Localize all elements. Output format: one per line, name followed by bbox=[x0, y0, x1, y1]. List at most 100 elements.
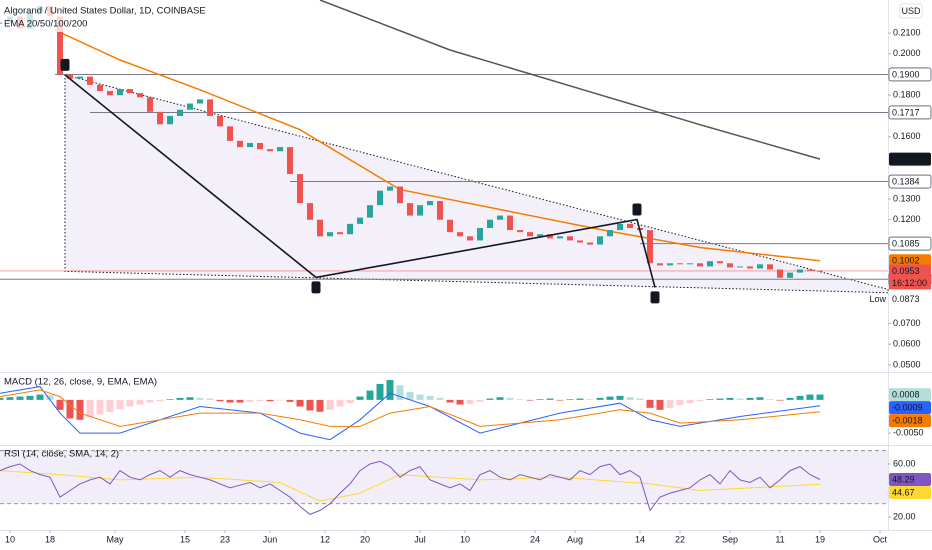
candle bbox=[377, 190, 383, 206]
candle bbox=[107, 91, 113, 96]
macd-histogram-bar bbox=[246, 399, 254, 402]
macd-histogram-bar bbox=[176, 397, 184, 400]
macd-histogram-bar bbox=[786, 397, 794, 400]
macd-histogram-bar bbox=[116, 399, 124, 410]
macd-line bbox=[0, 389, 821, 427]
x-tick-label: 10 bbox=[5, 534, 15, 544]
candle bbox=[307, 203, 313, 220]
macd-histogram-bar bbox=[306, 399, 314, 411]
pattern-point-box bbox=[650, 291, 660, 304]
candle bbox=[567, 236, 573, 241]
macd-histogram-bar bbox=[756, 397, 764, 400]
axis-badge-label: 44.67 bbox=[892, 487, 915, 497]
candle bbox=[97, 84, 103, 92]
macd-histogram-bar bbox=[686, 399, 694, 404]
candle bbox=[587, 242, 593, 245]
macd-histogram-bar bbox=[576, 398, 584, 400]
currency: USD bbox=[901, 6, 921, 16]
currency-box[interactable] bbox=[899, 3, 923, 19]
macd-histogram-bar bbox=[556, 399, 564, 401]
candle bbox=[357, 217, 363, 224]
candle bbox=[607, 230, 613, 237]
candle bbox=[797, 269, 803, 273]
pattern-point-label: A bbox=[62, 60, 68, 70]
candle bbox=[507, 215, 513, 231]
macd-histogram-bar bbox=[266, 399, 274, 402]
macd-histogram-bar bbox=[36, 394, 44, 400]
x-tick-label: May bbox=[106, 534, 124, 544]
macd-histogram-bar bbox=[646, 399, 654, 408]
macd-histogram-bar bbox=[636, 398, 644, 400]
y-tick-label: 0.2100 bbox=[893, 27, 921, 37]
x-tick-label: 20 bbox=[360, 534, 370, 544]
macd-histogram-bar bbox=[156, 399, 164, 402]
macd-histogram-bar bbox=[746, 397, 754, 400]
axis-badge-label: -0.0018 bbox=[892, 415, 923, 425]
macd-histogram-bar bbox=[426, 395, 434, 400]
x-tick-label: 14 bbox=[635, 534, 645, 544]
candle bbox=[627, 223, 633, 229]
macd-histogram-bar bbox=[96, 399, 104, 415]
candle bbox=[397, 186, 403, 204]
macd-histogram-bar bbox=[196, 397, 204, 400]
x-tick-label: 12 bbox=[320, 534, 330, 544]
macd-histogram-bar bbox=[146, 399, 154, 403]
macd-histogram-bar bbox=[386, 379, 394, 400]
macd-histogram-bar bbox=[186, 397, 194, 400]
axis-badge bbox=[888, 67, 932, 82]
macd-histogram-bar bbox=[486, 398, 494, 400]
x-tick-label: Jul bbox=[414, 534, 426, 544]
candle bbox=[487, 219, 493, 229]
pattern-line bbox=[64, 74, 656, 288]
candle bbox=[167, 115, 173, 125]
candle bbox=[447, 219, 453, 233]
candle bbox=[337, 232, 343, 235]
y-tick-label: 0.1800 bbox=[893, 90, 921, 100]
axis-badge-label: 0.1492 bbox=[892, 154, 920, 164]
candle bbox=[467, 236, 473, 241]
macd-histogram-bar bbox=[466, 399, 474, 404]
macd-histogram-bar bbox=[206, 398, 214, 400]
candle bbox=[667, 263, 673, 266]
ema-line bbox=[319, 0, 821, 160]
candle bbox=[327, 232, 333, 237]
macd-title: MACD (12, 26, close, 9, EMA, EMA) bbox=[4, 377, 157, 388]
pattern-point-label: B bbox=[313, 282, 319, 292]
macd-histogram-bar bbox=[766, 399, 774, 400]
macd-histogram-bar bbox=[256, 399, 264, 402]
x-tick-label: Jun bbox=[263, 534, 278, 544]
candle bbox=[557, 236, 563, 239]
axis-badge-label: 0.0008 bbox=[892, 389, 920, 399]
macd-histogram-bar bbox=[46, 395, 54, 400]
candle bbox=[367, 205, 373, 218]
candle bbox=[707, 261, 713, 267]
candle bbox=[457, 232, 463, 237]
candle bbox=[247, 142, 253, 148]
candle bbox=[347, 223, 353, 235]
legend-backdrop bbox=[2, 4, 227, 32]
candle bbox=[477, 228, 483, 241]
candle bbox=[597, 236, 603, 245]
y-tick-label: 20.00 bbox=[893, 511, 916, 521]
candle bbox=[727, 263, 733, 268]
macd-histogram-bar bbox=[506, 397, 514, 400]
candle bbox=[0, 22, 3, 24]
macd-histogram-bar bbox=[286, 399, 294, 402]
macd-histogram-bar bbox=[26, 395, 34, 400]
macd-histogram-bar bbox=[736, 398, 744, 400]
macd-histogram-bar bbox=[276, 399, 284, 401]
candle bbox=[757, 264, 763, 269]
candle bbox=[177, 109, 183, 116]
candle bbox=[137, 93, 143, 98]
x-tick-label: Aug bbox=[567, 534, 583, 544]
candle bbox=[147, 97, 153, 112]
y-tick-label: 0.0700 bbox=[893, 318, 921, 328]
x-tick-label: 19 bbox=[815, 534, 825, 544]
macd-histogram-bar bbox=[416, 394, 424, 400]
candle bbox=[187, 103, 193, 110]
macd-histogram-bar bbox=[136, 399, 144, 405]
candle bbox=[237, 140, 243, 148]
macd-histogram-bar bbox=[376, 383, 384, 400]
macd-histogram-bar bbox=[366, 390, 374, 400]
candle bbox=[647, 230, 653, 264]
